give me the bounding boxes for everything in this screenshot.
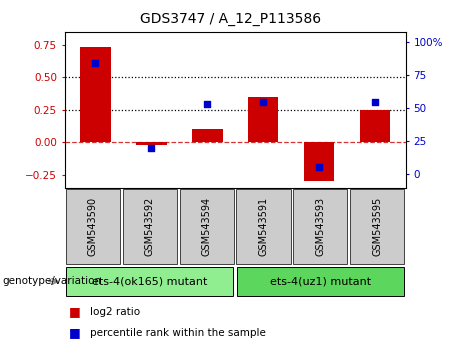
- Bar: [293, 189, 348, 264]
- Point: [148, 145, 155, 150]
- Text: ■: ■: [69, 326, 81, 339]
- Bar: [80, 47, 111, 142]
- Text: genotype/variation: genotype/variation: [2, 276, 101, 286]
- Point: [371, 99, 378, 104]
- Text: GSM543592: GSM543592: [145, 197, 155, 256]
- Bar: [123, 189, 177, 264]
- Bar: [248, 97, 278, 142]
- Text: GDS3747 / A_12_P113586: GDS3747 / A_12_P113586: [140, 12, 321, 27]
- Text: GSM543590: GSM543590: [88, 197, 98, 256]
- Bar: [237, 267, 404, 296]
- Point: [315, 164, 323, 170]
- Text: ■: ■: [69, 305, 81, 318]
- Point: [260, 99, 267, 104]
- Text: ets-4(ok165) mutant: ets-4(ok165) mutant: [92, 276, 207, 286]
- Text: GSM543595: GSM543595: [372, 197, 382, 256]
- Bar: [136, 142, 166, 145]
- Text: GSM543593: GSM543593: [315, 197, 325, 256]
- Point: [203, 101, 211, 107]
- Text: GSM543594: GSM543594: [201, 197, 212, 256]
- Text: log2 ratio: log2 ratio: [90, 307, 140, 316]
- Bar: [66, 267, 233, 296]
- Text: ets-4(uz1) mutant: ets-4(uz1) mutant: [270, 276, 371, 286]
- Bar: [360, 110, 390, 142]
- Bar: [236, 189, 290, 264]
- Text: GSM543591: GSM543591: [259, 197, 269, 256]
- Bar: [350, 189, 404, 264]
- Point: [92, 61, 99, 66]
- Text: percentile rank within the sample: percentile rank within the sample: [90, 328, 266, 338]
- Bar: [192, 129, 223, 142]
- Bar: [66, 189, 120, 264]
- Bar: [304, 142, 334, 181]
- Bar: [180, 189, 234, 264]
